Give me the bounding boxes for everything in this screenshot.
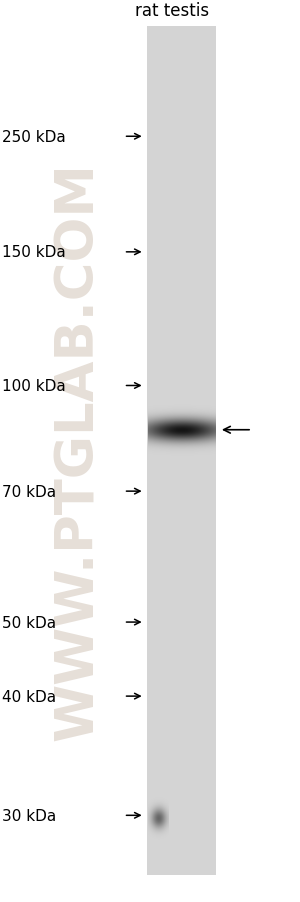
Text: 70 kDa: 70 kDa — [2, 484, 56, 499]
Text: WWW.PTGLAB.COM: WWW.PTGLAB.COM — [52, 161, 104, 741]
Text: 40 kDa: 40 kDa — [2, 689, 56, 704]
Text: 30 kDa: 30 kDa — [2, 808, 56, 823]
Text: 50 kDa: 50 kDa — [2, 615, 56, 630]
Text: 150 kDa: 150 kDa — [2, 245, 65, 260]
Text: 100 kDa: 100 kDa — [2, 379, 65, 393]
Text: 250 kDa: 250 kDa — [2, 130, 65, 144]
Text: rat testis: rat testis — [135, 2, 210, 20]
